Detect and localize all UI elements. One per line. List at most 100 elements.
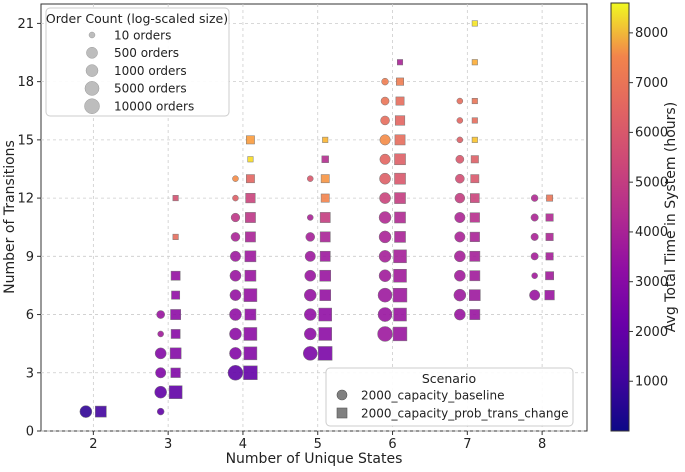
data-point-square (392, 287, 408, 303)
y-tick-label: 21 (17, 17, 34, 32)
data-point-circle (304, 250, 316, 262)
data-point-square (397, 59, 404, 66)
scenario-legend-marker-circle (336, 389, 348, 401)
y-tick-label: 18 (17, 75, 34, 90)
data-point-circle (454, 212, 466, 223)
size-legend-label: 5000 orders (114, 82, 187, 96)
data-point-square (170, 309, 181, 320)
data-point-square (95, 405, 107, 418)
data-point-circle (154, 347, 167, 360)
data-point-square (396, 77, 404, 86)
colorbar-tick-label: 5000 (635, 175, 668, 190)
data-point-square (318, 327, 332, 341)
data-point-circle (455, 154, 465, 164)
data-point-square (319, 289, 331, 301)
scenario-legend: Scenario 2000_capacity_baseline2000_capa… (325, 367, 574, 427)
x-tick-label: 7 (463, 437, 471, 452)
data-point-square (245, 212, 256, 223)
data-point-circle (156, 310, 165, 319)
data-point-square (243, 365, 258, 380)
data-point-square (244, 308, 257, 321)
data-point-circle (79, 405, 93, 418)
data-point-square (471, 20, 478, 27)
data-point-square (243, 288, 258, 302)
data-point-circle (156, 407, 165, 416)
data-point-circle (454, 231, 466, 243)
scenario-legend-marker-square (336, 407, 348, 419)
data-point-square (545, 271, 554, 281)
size-legend-marker (85, 64, 99, 77)
colorbar-tick-label: 3000 (635, 275, 668, 290)
scenario-legend-items: 2000_capacity_baseline 2000_capacity_prob… (336, 388, 568, 420)
data-point-circle (529, 289, 541, 301)
data-point-circle (230, 232, 241, 242)
scenario-legend-label: 2000_capacity_baseline (361, 388, 504, 402)
colorbar-tick-label: 2000 (635, 325, 668, 340)
data-point-circle (227, 365, 244, 381)
data-point-circle (456, 136, 464, 144)
data-point-square (170, 329, 181, 339)
data-point-circle (456, 97, 464, 105)
data-point-square (470, 174, 480, 184)
data-point-circle (154, 385, 167, 399)
series-square (95, 20, 555, 418)
size-legend-label: 1000 orders (114, 64, 187, 78)
data-point-square (394, 115, 406, 126)
data-point-circle (454, 192, 466, 204)
data-point-square (469, 270, 481, 282)
data-point-circle (530, 194, 539, 202)
x-tick-label: 5 (314, 437, 322, 452)
data-point-circle (454, 269, 466, 282)
x-tick-label: 3 (164, 437, 172, 452)
data-point-circle (380, 115, 390, 126)
data-point-circle (455, 173, 465, 184)
data-point-circle (304, 288, 317, 302)
colorbar-tick-label: 6000 (635, 126, 668, 141)
colorbar: 1000 2000 3000 4000 5000 6000 7000 8000 Avg Tot… (610, 2, 679, 432)
scenario-legend-box (325, 367, 574, 427)
colorbar-label: Avg Total Time in System (hours) (663, 102, 679, 332)
data-point-square (170, 367, 181, 378)
data-point-circle (307, 175, 314, 182)
size-legend-title: Order Count (log-scaled size) (46, 11, 228, 26)
data-point-square (246, 135, 255, 145)
data-point-circle (229, 269, 242, 282)
data-point-square (172, 195, 179, 202)
data-point-square (469, 309, 481, 320)
data-point-circle (531, 272, 538, 279)
y-axis-title: Number of Transitions (2, 140, 18, 294)
data-point-circle (379, 134, 391, 146)
data-point-square (243, 327, 258, 341)
data-point-square (393, 249, 407, 264)
data-point-square (469, 250, 481, 262)
size-legend: Order Count (log-scaled size) 10 orders 5… (45, 7, 230, 117)
y-tick-label: 15 (17, 133, 34, 148)
colorbar-tick-label: 4000 (635, 225, 668, 240)
data-point-circle (229, 289, 242, 301)
data-point-square (471, 136, 478, 143)
data-point-square (470, 193, 480, 203)
data-point-square (394, 231, 406, 243)
data-point-circle (304, 308, 317, 321)
data-point-circle (230, 212, 241, 223)
size-legend-marker (84, 81, 100, 96)
data-point-square (320, 193, 330, 203)
axis-ticks: 2 3 4 5 6 7 8 0 3 6 9 12 15 18 21 (17, 17, 546, 452)
data-point-square (546, 194, 554, 202)
size-legend-marker (84, 98, 100, 114)
data-point-square (319, 250, 331, 262)
data-point-square (471, 117, 478, 124)
data-point-square (395, 96, 405, 106)
data-point-square (318, 346, 333, 361)
data-point-square (469, 212, 480, 223)
data-point-square (394, 134, 406, 146)
data-point-square (243, 346, 258, 361)
data-point-circle (377, 287, 393, 303)
data-marks (79, 20, 555, 418)
colorbar-tick-label: 8000 (635, 26, 668, 41)
data-point-circle (307, 214, 314, 221)
data-point-circle (381, 77, 389, 86)
data-point-square (394, 153, 406, 166)
data-point-circle (377, 307, 393, 322)
